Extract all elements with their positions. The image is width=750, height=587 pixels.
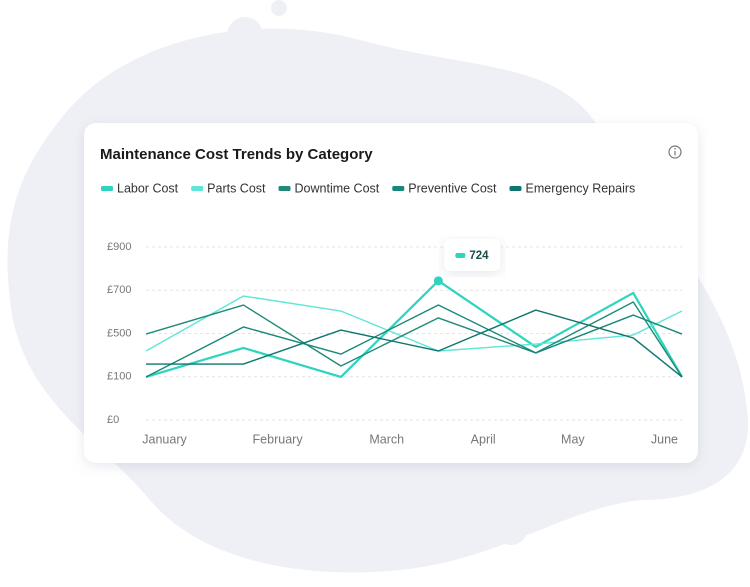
y-tick-label: £100 — [107, 371, 131, 383]
highlight-point — [433, 276, 443, 286]
x-tick-label: May — [561, 432, 585, 446]
legend-label: Parts Cost — [207, 181, 266, 195]
tooltip: 724 — [444, 239, 501, 271]
x-tick-label: January — [142, 432, 187, 446]
y-tick-label: £700 — [107, 284, 131, 296]
x-tick-label: June — [651, 432, 678, 446]
x-tick-label: February — [253, 432, 304, 446]
y-tick-label: £0 — [107, 414, 119, 426]
tooltip-box — [444, 239, 501, 271]
x-tick-label: March — [369, 432, 404, 446]
legend-label: Downtime Cost — [295, 181, 380, 195]
legend-label: Emergency Repairs — [526, 181, 636, 195]
series-line — [145, 304, 683, 378]
tooltip-swatch — [455, 253, 466, 258]
info-icon[interactable] — [668, 145, 682, 159]
legend-label: Labor Cost — [117, 181, 179, 195]
series-line — [145, 301, 683, 378]
y-tick-label: £900 — [107, 241, 131, 253]
legend-swatch — [278, 186, 291, 191]
legend-swatch — [191, 186, 204, 191]
legend-label: Preventive Cost — [408, 181, 497, 195]
chart-title: Maintenance Cost Trends by Category — [100, 146, 373, 163]
legend-swatch — [509, 186, 522, 191]
x-tick-label: April — [471, 432, 496, 446]
y-tick-label: £500 — [107, 327, 131, 339]
card — [84, 123, 698, 463]
legend-swatch — [101, 186, 113, 191]
series-line — [146, 309, 683, 378]
tooltip-value: 724 — [469, 250, 489, 262]
legend-swatch — [392, 186, 405, 191]
